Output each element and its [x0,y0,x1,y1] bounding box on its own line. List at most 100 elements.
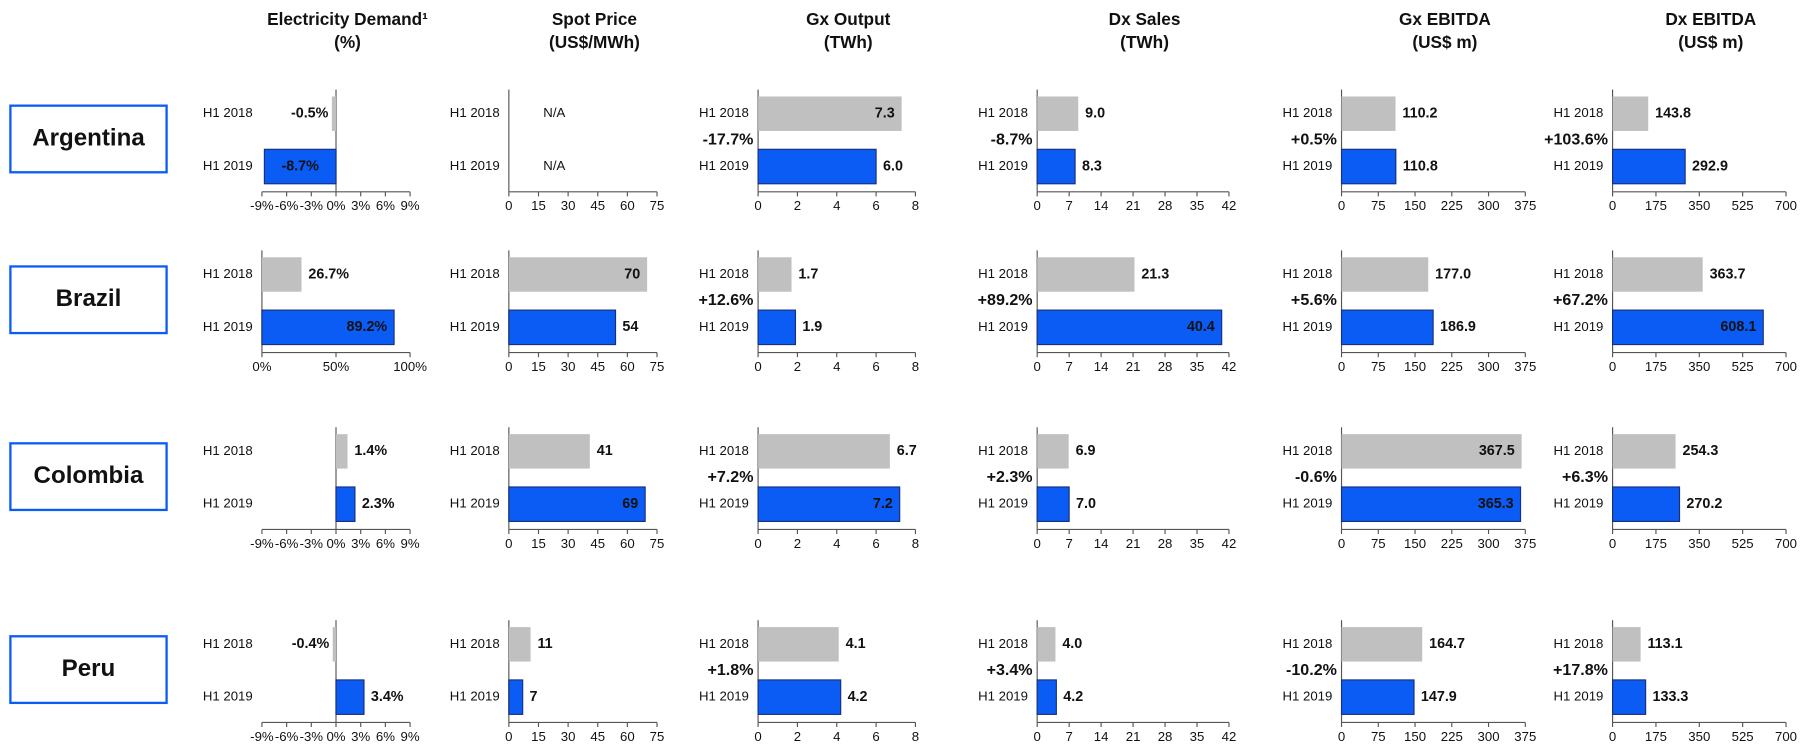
column-title: Gx EBITDA [1399,9,1491,29]
bar [332,627,337,662]
value-label: N/A [543,158,565,173]
value-label: 1.9 [802,319,822,335]
bar [1341,96,1396,131]
x-tick-label: -9% [250,729,274,744]
change-annotation: +3.4% [987,661,1033,679]
category-label: H1 2018 [699,105,749,120]
bar [1340,309,1434,346]
x-tick-label: 4 [833,198,840,213]
bar [1340,679,1415,715]
category-label: H1 2018 [1554,105,1604,120]
x-tick-label: 6% [376,536,395,551]
x-tick-label: 0 [505,536,512,551]
column-title: Spot Price [552,9,637,29]
bar [508,434,590,469]
x-tick-label: 0 [1034,359,1041,374]
change-annotation: +1.8% [707,661,753,679]
x-tick-label: 0 [1609,729,1616,744]
category-label: H1 2019 [1554,496,1604,511]
category-label: H1 2018 [978,443,1028,458]
x-tick-label: -3% [300,536,324,551]
x-tick-label: 75 [1371,359,1386,374]
x-tick-label: 700 [1775,359,1797,374]
x-tick-label: 0 [1609,198,1616,213]
x-tick-label: 7 [1065,198,1072,213]
x-tick-label: 225 [1441,359,1463,374]
bar [261,257,302,292]
x-tick-label: 225 [1441,198,1463,213]
value-label: 177.0 [1435,266,1471,282]
value-label: 147.9 [1421,689,1457,705]
category-label: H1 2018 [203,105,253,120]
bar [335,486,356,523]
bar [1340,486,1522,523]
category-label: H1 2018 [1282,266,1332,281]
x-tick-label: 0% [252,359,271,374]
x-tick-label: 75 [1371,198,1386,213]
x-tick-label: 45 [590,536,605,551]
column-unit: (US$/MWh) [549,32,640,52]
bar [1037,96,1079,131]
value-label: 6.9 [1076,443,1096,459]
x-tick-label: 350 [1688,729,1710,744]
x-tick-label: 42 [1222,359,1237,374]
x-tick-label: 375 [1514,198,1536,213]
value-label: 7 [530,689,538,705]
category-label: H1 2019 [1554,319,1604,334]
x-tick-label: 300 [1478,198,1500,213]
category-label: H1 2018 [203,636,253,651]
x-tick-label: 3% [351,198,370,213]
x-tick-label: 60 [620,536,635,551]
bar [758,434,890,469]
value-label: 8.3 [1082,158,1102,174]
bar [263,148,337,185]
x-tick-label: 3% [351,729,370,744]
category-label: H1 2018 [699,636,749,651]
x-tick-label: 42 [1222,536,1237,551]
bar [508,627,531,662]
x-tick-label: 0 [1609,536,1616,551]
x-tick-label: 300 [1478,536,1500,551]
x-tick-label: 75 [1371,536,1386,551]
value-label: 110.8 [1403,158,1438,174]
bar [508,257,648,292]
value-label: 11 [537,636,552,652]
category-label: H1 2018 [203,443,253,458]
category-label: H1 2019 [203,689,253,704]
change-annotation: +67.2% [1553,291,1608,309]
bar [1037,434,1069,469]
x-tick-label: 4 [833,729,840,744]
category-label: H1 2018 [203,266,253,281]
bar [757,486,901,523]
x-tick-label: 300 [1478,359,1500,374]
x-tick-label: 150 [1404,536,1426,551]
category-label: H1 2019 [1282,158,1332,173]
category-label: H1 2018 [699,443,749,458]
x-tick-label: 60 [620,359,635,374]
bar [1612,486,1681,523]
x-tick-label: 30 [561,198,576,213]
bar [758,627,839,662]
category-label: H1 2018 [450,443,500,458]
change-annotation: +0.5% [1291,130,1337,148]
x-tick-label: 28 [1158,536,1173,551]
bar [1612,434,1676,469]
x-tick-label: -6% [275,729,299,744]
x-tick-label: 175 [1645,536,1667,551]
country-box [9,635,168,705]
x-tick-label: 2 [794,198,801,213]
category-label: H1 2018 [1282,443,1332,458]
x-tick-label: 375 [1514,729,1536,744]
x-tick-label: 75 [650,729,665,744]
x-tick-label: 21 [1126,198,1141,213]
value-label: N/A [543,105,565,120]
x-tick-label: 6 [872,536,879,551]
x-tick-label: 28 [1158,729,1173,744]
x-tick-label: 0% [326,729,345,744]
x-tick-label: 0 [754,198,761,213]
category-label: H1 2019 [203,496,253,511]
x-tick-label: 9% [401,198,420,213]
x-tick-label: 30 [561,729,576,744]
column-title: Dx EBITDA [1665,9,1756,29]
value-label: 7.3 [875,106,895,122]
